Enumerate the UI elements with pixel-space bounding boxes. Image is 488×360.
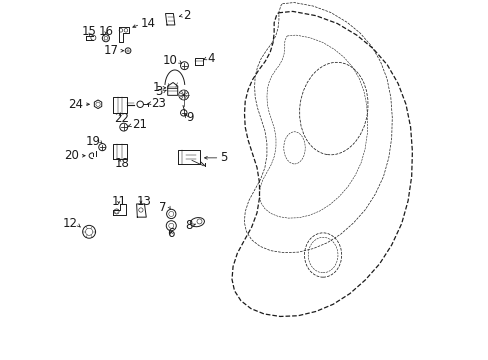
Text: 7: 7 [159,201,166,213]
Text: 3: 3 [155,85,162,98]
Text: 14: 14 [141,17,156,30]
Text: 16: 16 [98,24,113,37]
Text: 18: 18 [115,157,129,170]
Text: 23: 23 [151,97,166,110]
Text: 12: 12 [62,217,77,230]
Text: 17: 17 [103,44,119,57]
Text: 1: 1 [153,81,160,94]
Text: 15: 15 [81,25,96,38]
Text: 9: 9 [186,111,194,124]
Text: 2: 2 [183,9,190,22]
Text: 22: 22 [114,112,128,125]
Text: 5: 5 [220,151,227,165]
Text: 8: 8 [185,219,192,232]
Text: 13: 13 [136,195,151,208]
Text: 4: 4 [206,52,214,65]
Text: 24: 24 [68,98,83,111]
Text: 19: 19 [85,135,100,148]
Text: 20: 20 [64,149,80,162]
Text: 21: 21 [132,118,147,131]
Text: 11: 11 [111,195,126,208]
Text: 6: 6 [167,227,175,240]
Text: 10: 10 [162,54,177,67]
